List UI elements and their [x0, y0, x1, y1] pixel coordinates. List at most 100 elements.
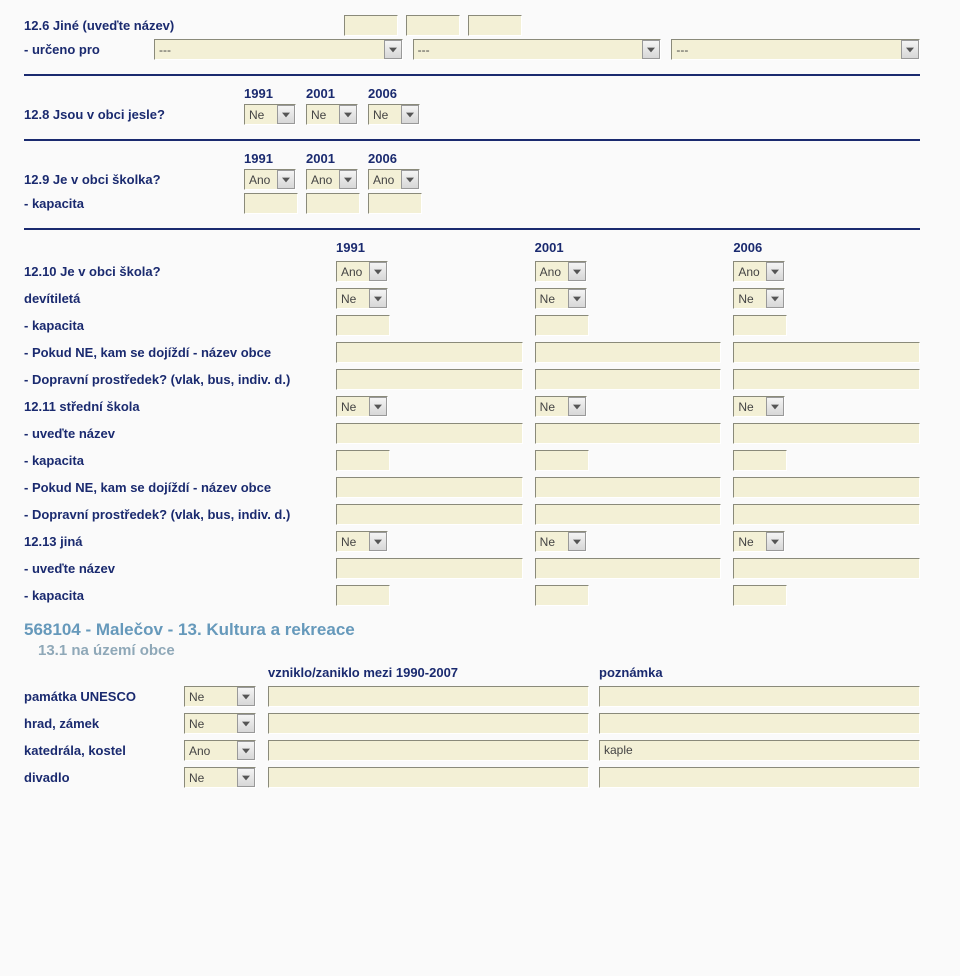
q12-11-a[interactable]: Ne [336, 396, 388, 417]
q12-10-dev-a[interactable]: Ne [336, 288, 388, 309]
q12-11-uved-b[interactable] [535, 423, 722, 444]
q12-10-kap1-c[interactable] [733, 315, 787, 336]
s13-r2-label: katedrála, kostel [24, 743, 174, 758]
chevron-down-icon [766, 289, 784, 308]
q12-6-txt-b[interactable] [406, 15, 460, 36]
chevron-down-icon [766, 262, 784, 281]
q12-10-skola-a[interactable]: Ano [336, 261, 388, 282]
q12-9-txt-c[interactable] [368, 193, 422, 214]
s13-r1-dd[interactable]: Ne [184, 713, 256, 734]
q12-9-dd-b[interactable]: Ano [306, 169, 358, 190]
s13-r2-c1[interactable] [268, 740, 589, 761]
q12-9-dd-a[interactable]: Ano [244, 169, 296, 190]
q12-11-pokud-c[interactable] [733, 477, 920, 498]
q12-10-dopr1-b[interactable] [535, 369, 722, 390]
q12-10-kap1-a[interactable] [336, 315, 390, 336]
q12-11-b[interactable]: Ne [535, 396, 587, 417]
s13-hdr1: vzniklo/zaniklo mezi 1990-2007 [268, 665, 589, 680]
chevron-down-icon [339, 105, 357, 124]
q12-13-kap-a[interactable] [336, 585, 390, 606]
divider [24, 139, 920, 141]
q12-6-sub: - určeno pro [24, 42, 108, 57]
q12-8-y3: 2006 [368, 86, 424, 101]
q12-6-dd-a[interactable]: --- [154, 39, 403, 60]
chevron-down-icon [237, 714, 255, 733]
q12-11-dopr-a[interactable] [336, 504, 523, 525]
q12-10-dopr1-label: - Dopravní prostředek? (vlak, bus, indiv… [24, 372, 324, 387]
q12-11-pokud-a[interactable] [336, 477, 523, 498]
q12-10-pokud1-b[interactable] [535, 342, 722, 363]
s13-r1-label: hrad, zámek [24, 716, 174, 731]
q12-6-dd-c[interactable]: --- [671, 39, 920, 60]
chevron-down-icon [401, 170, 419, 189]
q12-8-dd-c[interactable]: Ne [368, 104, 420, 125]
q12-9-txt-a[interactable] [244, 193, 298, 214]
chevron-down-icon [766, 532, 784, 551]
s13-r2-c2[interactable]: kaple [599, 740, 920, 761]
q12-13-kap-c[interactable] [733, 585, 787, 606]
s13-r2-dd[interactable]: Ano [184, 740, 256, 761]
chevron-down-icon [369, 532, 387, 551]
q12-10-dev-c[interactable]: Ne [733, 288, 785, 309]
q12-9-y3: 2006 [368, 151, 424, 166]
q12-13-b[interactable]: Ne [535, 531, 587, 552]
q12-11-kap-a[interactable] [336, 450, 390, 471]
s13-r3-label: divadlo [24, 770, 174, 785]
q12-10-dopr1-c[interactable] [733, 369, 920, 390]
q12-13-uved-b[interactable] [535, 558, 722, 579]
chevron-down-icon [901, 40, 919, 59]
q12-10-skola-c[interactable]: Ano [733, 261, 785, 282]
q12-13-kap-b[interactable] [535, 585, 589, 606]
s13-r0-dd[interactable]: Ne [184, 686, 256, 707]
q12-9-kap: - kapacita [24, 196, 244, 211]
q12-11-pokud-b[interactable] [535, 477, 722, 498]
q12-9-dd-c[interactable]: Ano [368, 169, 420, 190]
chevron-down-icon [237, 768, 255, 787]
q12-10-pokud1-c[interactable] [733, 342, 920, 363]
q12-13-c[interactable]: Ne [733, 531, 785, 552]
s13-r0-c1[interactable] [268, 686, 589, 707]
q12-8-dd-a[interactable]: Ne [244, 104, 296, 125]
q12-10-dev-b[interactable]: Ne [535, 288, 587, 309]
chevron-down-icon [642, 40, 660, 59]
q12-8-dd-b[interactable]: Ne [306, 104, 358, 125]
q12-10-dopr1-a[interactable] [336, 369, 523, 390]
q12-10-pokud1-a[interactable] [336, 342, 523, 363]
s13-r3-dd[interactable]: Ne [184, 767, 256, 788]
q12-11-kap-c[interactable] [733, 450, 787, 471]
q12-10-skola-label: 12.10 Je v obci škola? [24, 264, 324, 279]
s13-r1-c2[interactable] [599, 713, 920, 734]
q12-9-txt-b[interactable] [306, 193, 360, 214]
q12-11-dopr-c[interactable] [733, 504, 920, 525]
q12-13-uved-c[interactable] [733, 558, 920, 579]
divider [24, 228, 920, 230]
q12-10-skola-b[interactable]: Ano [535, 261, 587, 282]
q12-11-kap-b[interactable] [535, 450, 589, 471]
divider [24, 74, 920, 76]
q12-13-kap-label: - kapacita [24, 588, 324, 603]
chevron-down-icon [568, 262, 586, 281]
q12-6-txt-c[interactable] [468, 15, 522, 36]
q12-10-kap1-b[interactable] [535, 315, 589, 336]
q12-13-uved-a[interactable] [336, 558, 523, 579]
chevron-down-icon [369, 289, 387, 308]
s13-r0-c2[interactable] [599, 686, 920, 707]
q12-11-dopr-b[interactable] [535, 504, 722, 525]
q12-13-a[interactable]: Ne [336, 531, 388, 552]
q12-13-label: 12.13 jiná [24, 534, 324, 549]
chevron-down-icon [277, 170, 295, 189]
s13-r3-c2[interactable] [599, 767, 920, 788]
chevron-down-icon [568, 532, 586, 551]
q12-11-uved-a[interactable] [336, 423, 523, 444]
chevron-down-icon [384, 40, 402, 59]
q12-11-c[interactable]: Ne [733, 396, 785, 417]
s13-r3-c1[interactable] [268, 767, 589, 788]
q12-6-txt-a[interactable] [344, 15, 398, 36]
chevron-down-icon [237, 741, 255, 760]
q12-6-dd-b[interactable]: --- [413, 39, 662, 60]
chevron-down-icon [568, 397, 586, 416]
s13-r1-c1[interactable] [268, 713, 589, 734]
q12-11-uved-c[interactable] [733, 423, 920, 444]
q12-6-title: 12.6 Jiné (uveďte název) [24, 18, 174, 33]
q12-8-y2: 2001 [306, 86, 362, 101]
